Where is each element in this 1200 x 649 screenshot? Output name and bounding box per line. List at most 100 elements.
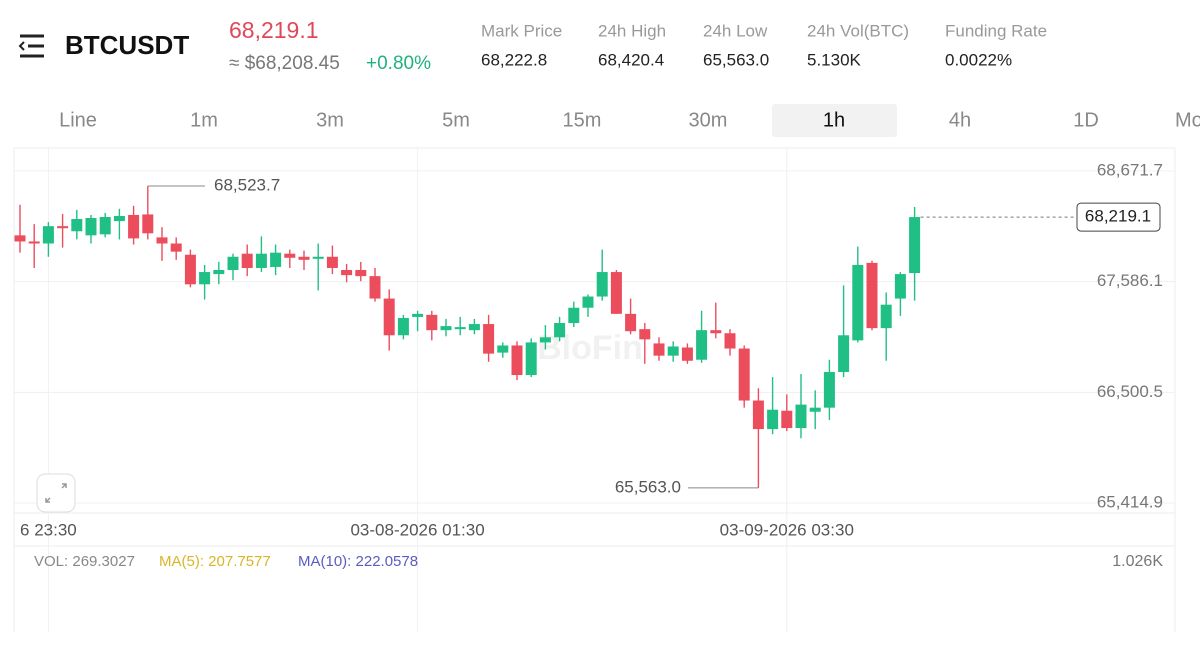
candle-body [880,304,892,329]
candle-body [653,343,665,356]
chart-frame [13,147,1176,632]
usd-price: ≈ $68,208.45 [229,53,340,74]
expand-arrows [45,483,67,503]
candle-body [809,407,821,412]
candle-body [156,237,168,244]
candle-body [596,272,608,297]
interval-tab[interactable]: 5m [442,109,470,131]
tabs: Line 1m 3m 5m 15m 30m 1h 4h 1D Mo [59,109,1200,131]
y-tick-label: 67,586.1 [1097,271,1163,290]
watermark: BloFin [537,329,643,367]
y-tick-label: 66,500.5 [1097,382,1163,401]
candle-body [57,226,69,229]
stats: Mark Price 68,222.8 24h High 68,420.4 24h Lo… [481,21,1047,69]
candle-body [738,348,750,401]
ma5-label: MA(5): 207.7577 [159,553,271,570]
candle-body [866,262,878,329]
candle-body [497,345,509,353]
candle-body [838,335,850,372]
menu-arrow [18,41,25,51]
last-price-box [1076,202,1161,232]
candle-body [554,323,566,338]
interval-tab[interactable]: 3m [316,109,344,131]
last-price-label: 68,219.1 [1085,207,1151,226]
stat-value: 5.130K [807,50,862,69]
candle-body [326,256,338,268]
candle-body [412,313,424,317]
active-tab-bg [772,104,897,137]
candle-body [298,256,310,260]
x-tick-label: 6 23:30 [20,520,77,539]
high-marker-label: 68,523.7 [214,176,280,195]
candle-body [369,276,381,299]
candle-body [85,218,97,236]
interval-tab[interactable]: Line [59,109,97,131]
candle-body [696,330,708,360]
candle-body [823,371,835,408]
candle-body [667,346,679,356]
y-tick-label: 68,671.7 [1097,160,1163,179]
candle-body [610,272,622,314]
interval-tab[interactable]: 15m [563,109,602,131]
candle-body [710,330,722,334]
candle-body [852,264,864,341]
candle-body [241,253,253,268]
candle-body [312,256,324,259]
candle-body [128,214,140,239]
candle-body [582,296,594,308]
candle-body [511,345,523,376]
candle-body [142,214,154,234]
ma10-label: MA(10): 222.0578 [298,553,418,570]
candle-body [639,329,651,340]
interval-tab[interactable]: Mo [1175,109,1200,131]
candle-body [71,219,83,232]
candle-body [483,324,495,354]
candle-body [525,342,537,376]
candle-body [454,327,466,330]
candle-body [426,314,438,331]
interval-tab[interactable]: 1D [1073,109,1099,131]
candle-body [199,272,211,285]
candle-body [255,253,267,268]
candle-body [752,400,764,430]
interval-tab[interactable]: 30m [689,109,728,131]
interval-tab[interactable]: 4h [949,109,971,131]
candle-body [184,254,196,285]
low-marker-label: 65,563.0 [615,477,681,496]
candle-body [568,307,580,324]
candle-body [227,256,239,271]
stat-label: 24h Vol(BTC) [807,21,909,40]
last-price: 68,219.1 [229,17,319,43]
candle-body [28,241,40,244]
candle-body [270,252,282,267]
candle-body [681,347,693,361]
expand-button[interactable] [36,473,76,513]
vol-label: VOL: 269.3027 [34,553,135,570]
interval-tab[interactable]: 1m [190,109,218,131]
stat-value: 65,563.0 [703,50,769,69]
candle-body [383,298,395,336]
candle-body [795,404,807,429]
candle-body [355,270,367,277]
candle-body [170,243,182,252]
candle-body [909,217,921,274]
candle-body [99,216,111,235]
x-tick-label: 03-08-2026 01:30 [350,520,484,539]
expand-box [36,473,76,513]
interval-tab[interactable]: 1h [823,109,845,131]
stat-label: 24h High [598,21,666,40]
candle-body [213,270,225,275]
stat-value: 68,222.8 [481,50,547,69]
candle-body [625,313,637,332]
menu-icon[interactable] [18,34,44,58]
stat-label: Mark Price [481,21,562,40]
candle-body [284,253,296,258]
x-tick-label: 03-09-2026 03:30 [720,520,854,539]
symbol[interactable]: BTCUSDT [65,30,189,60]
candle-body [468,324,480,331]
y-tick-label: 65,414.9 [1097,493,1163,512]
candle-body [767,409,779,430]
candle-body [14,235,26,242]
stat-label: 24h Low [703,21,768,40]
